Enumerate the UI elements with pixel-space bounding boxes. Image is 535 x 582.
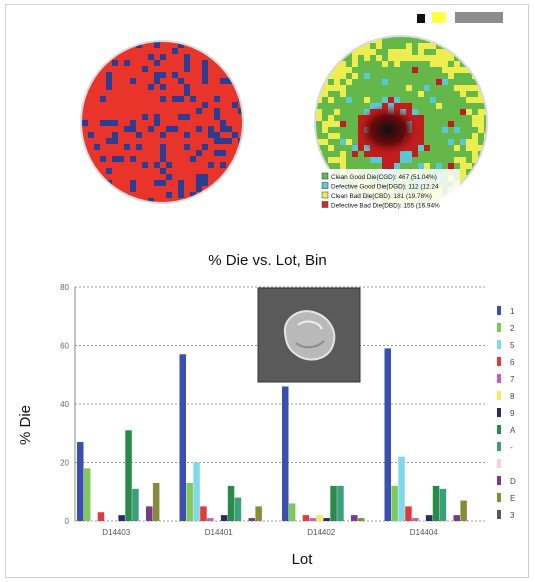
- bar: [330, 485, 337, 521]
- legend-label: 2: [510, 324, 515, 333]
- bar: [146, 506, 153, 521]
- legend-label: -: [510, 443, 513, 452]
- bars: [77, 348, 467, 521]
- wafer-legend: Clean Good Die(CGD): 467 (51.04%) Defecti…: [318, 169, 460, 211]
- bar: [412, 518, 419, 521]
- bar: [357, 518, 365, 521]
- legend-swatch: [497, 357, 501, 366]
- wafer-map-left: [80, 40, 244, 204]
- legend-swatch: [497, 459, 501, 468]
- legend-swatch: [497, 493, 501, 502]
- x-tick-labels: D14403 D14401 D14402 D14404: [102, 528, 438, 537]
- legend-label: 7: [510, 375, 515, 384]
- legend-label: D: [510, 477, 516, 486]
- legend-label: 5: [510, 341, 515, 350]
- bar: [288, 503, 296, 521]
- legend-swatch: [497, 391, 501, 400]
- wafer-legend-label: Defective Good Die(DGD): 112 (12.24: [331, 184, 439, 191]
- y-tick-label: 60: [60, 342, 69, 351]
- bar: [200, 506, 207, 521]
- bar: [282, 386, 289, 521]
- wafer-map-right: Clean Good Die(CGD): 467 (51.04%) Defecti…: [314, 12, 503, 211]
- bar: [351, 515, 358, 521]
- x-tick-label: D14401: [205, 528, 234, 537]
- bar: [77, 442, 84, 521]
- bar: [460, 500, 467, 521]
- bar: [179, 354, 186, 521]
- x-axis-label: Lot: [292, 551, 314, 568]
- particle-image: [257, 287, 361, 383]
- bar: [220, 515, 228, 521]
- wafer-maps: Clean Good Die(CGD): 467 (51.04%) Defecti…: [80, 12, 503, 211]
- bar: [152, 482, 160, 521]
- x-tick-label: D14404: [410, 528, 439, 537]
- legend-label: 8: [510, 392, 515, 401]
- y-tick-label: 80: [60, 283, 69, 292]
- wafer-legend-swatch: [321, 172, 329, 180]
- wafer-legend-label: Clean Bad Die(CBD): 181 (19.78%): [331, 193, 432, 200]
- legend-swatch: [497, 476, 501, 485]
- bar: [207, 518, 214, 521]
- wafer-legend-swatch: [321, 191, 329, 199]
- bar: [323, 518, 330, 521]
- bar: [384, 348, 391, 521]
- legend-label: 1: [510, 307, 515, 316]
- bar: [186, 482, 193, 521]
- wafer-legend-swatch: [321, 182, 329, 189]
- y-tick-label: 40: [60, 400, 69, 409]
- bar: [391, 485, 398, 521]
- legend-swatch: [497, 374, 501, 383]
- x-tick-label: D14403: [102, 528, 131, 537]
- legend-label: 6: [510, 358, 515, 367]
- bar: [405, 506, 412, 521]
- wafer-legend-label: Defective Bad Die(DBD): 155 (16.94%: [331, 203, 440, 210]
- bar: [316, 515, 323, 521]
- legend-label: E: [510, 494, 515, 503]
- legend-swatch: [497, 340, 501, 349]
- bar: [432, 485, 440, 521]
- wafer-legend-label: Clean Good Die(CGD): 467 (51.04%): [331, 174, 437, 181]
- bar-chart: 0 20 40 60 80 D14403 D14401 D14402 D14404 1 2 5 6 7…: [17, 283, 516, 568]
- bar: [302, 515, 310, 521]
- legend-swatch: [497, 510, 501, 519]
- x-tick-label: D14402: [307, 528, 336, 537]
- legend-label: A: [510, 426, 516, 435]
- bar: [398, 456, 405, 521]
- y-axis-label: % Die: [17, 405, 34, 445]
- legend-label: 3: [510, 511, 515, 520]
- bar: [337, 485, 344, 521]
- bar: [309, 518, 317, 521]
- y-tick-labels: 0 20 40 60 80: [60, 283, 69, 526]
- bar: [453, 515, 460, 521]
- legend-swatch: [497, 408, 501, 417]
- bar: [227, 485, 235, 521]
- chart-legend: 1 2 5 6 7 8 9 A - DE 3: [497, 306, 516, 520]
- bar: [248, 518, 255, 521]
- legend-label: 9: [510, 409, 515, 418]
- bar: [439, 488, 447, 521]
- legend-swatch: [497, 306, 501, 315]
- bar: [97, 512, 105, 521]
- legend-swatch: [497, 442, 501, 451]
- y-tick-label: 0: [65, 517, 70, 526]
- y-tick-label: 20: [60, 459, 69, 468]
- legend-swatch: [497, 323, 501, 332]
- bar: [83, 468, 91, 521]
- bar: [118, 515, 125, 521]
- bar: [234, 497, 242, 521]
- bar: [132, 488, 139, 521]
- bar: [125, 430, 132, 521]
- bar: [255, 506, 262, 521]
- chart-title: % Die vs. Lot, Bin: [208, 252, 327, 269]
- bar: [425, 515, 433, 521]
- bar: [193, 462, 200, 521]
- legend-swatch: [497, 425, 501, 434]
- wafer-legend-swatch: [321, 201, 329, 208]
